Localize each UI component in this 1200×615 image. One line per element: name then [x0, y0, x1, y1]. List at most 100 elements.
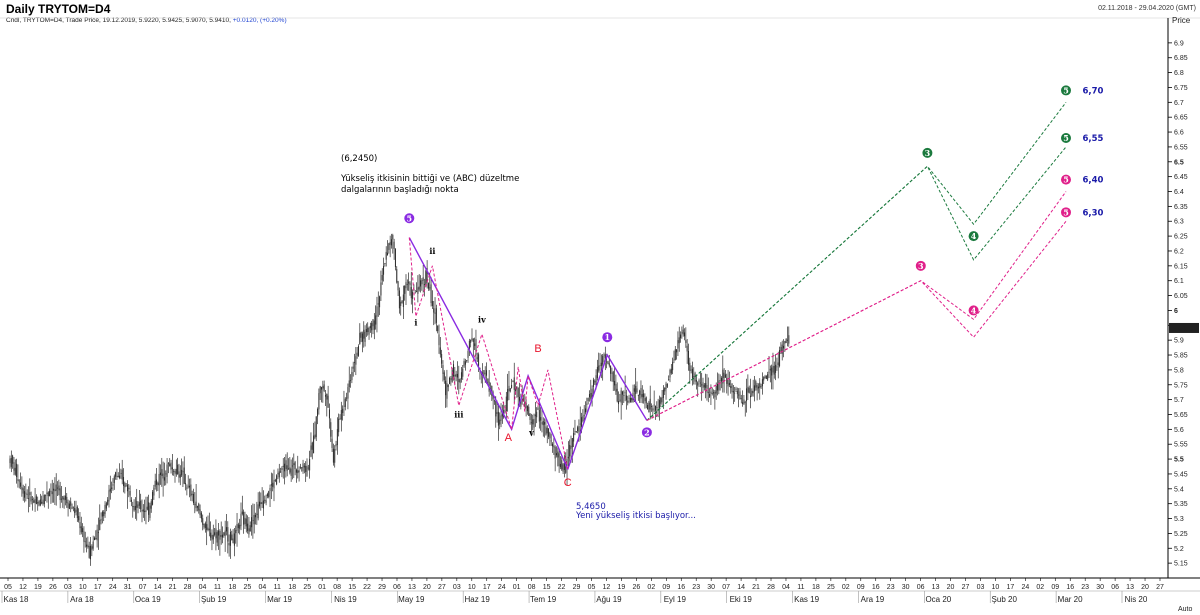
- candle-body: [434, 312, 436, 314]
- target-label: 6,70: [1083, 86, 1104, 96]
- candle-body: [148, 502, 150, 515]
- candle-body: [763, 377, 765, 381]
- candle-body: [117, 475, 119, 478]
- candle-body: [372, 319, 374, 327]
- candle-body: [310, 445, 312, 457]
- candle-body: [100, 518, 102, 521]
- candle-body: [342, 408, 344, 414]
- candle-body: [750, 395, 752, 398]
- green-wave-5b-label: 5: [1063, 133, 1069, 143]
- candle-body: [550, 440, 552, 442]
- candle-body: [220, 535, 222, 537]
- candle-body: [759, 382, 761, 388]
- candle-body: [319, 386, 321, 394]
- candle-body: [562, 464, 564, 472]
- day-tick-label: 01: [318, 584, 326, 591]
- candle-body: [380, 282, 382, 296]
- candle-body: [517, 387, 519, 398]
- candle-body: [734, 392, 736, 394]
- annotation-top-value: (6,2450): [341, 154, 377, 164]
- month-label: Haz 19: [464, 595, 490, 604]
- candle-body: [472, 339, 474, 342]
- candle-body: [525, 402, 527, 408]
- candle-body: [443, 372, 445, 380]
- candle-body: [571, 438, 573, 448]
- abc-correction-line: [408, 237, 569, 470]
- candle-body: [604, 354, 606, 358]
- price-axis-label: Price: [1172, 16, 1191, 25]
- candle-body: [119, 475, 121, 478]
- price-tick-label: 5.9: [1174, 338, 1184, 345]
- price-tick-label: 6.8: [1174, 70, 1184, 77]
- candle-body: [587, 398, 589, 402]
- day-tick-label: 01: [513, 584, 521, 591]
- candle-body: [616, 388, 618, 402]
- price-tick-label: 5.4: [1174, 486, 1184, 493]
- candle-body: [369, 325, 371, 329]
- candle-body: [578, 426, 580, 433]
- autoscale-label[interactable]: Auto: [1178, 606, 1193, 613]
- candle-body: [154, 480, 156, 487]
- candle-body: [137, 504, 139, 509]
- candle-body: [731, 383, 733, 393]
- candle-body: [183, 467, 185, 484]
- candle-body: [620, 390, 622, 403]
- candle-body: [45, 494, 47, 496]
- candle-body: [126, 484, 128, 492]
- candle-body: [354, 362, 356, 364]
- candle-body: [468, 340, 470, 350]
- green-wave-3-label-circle: [922, 147, 933, 158]
- day-tick-label: 06: [393, 584, 401, 591]
- candle-body: [9, 458, 11, 464]
- price-tick-label: 6.7: [1174, 100, 1184, 107]
- candle-body: [187, 485, 189, 487]
- candle-body: [528, 406, 530, 416]
- candle-body: [637, 394, 639, 396]
- price-tick-label: 6.15: [1174, 263, 1188, 270]
- candle-body: [72, 506, 74, 508]
- candle-body: [78, 516, 80, 521]
- candle-body: [747, 386, 749, 393]
- candle-body: [695, 380, 697, 382]
- day-tick-label: 19: [618, 584, 626, 591]
- candle-body: [162, 473, 164, 479]
- candle-body: [99, 519, 101, 531]
- price-tick-label: 6.05: [1174, 293, 1188, 300]
- day-tick-label: 20: [1141, 584, 1149, 591]
- candle-body: [402, 294, 404, 307]
- candle-body: [218, 530, 220, 536]
- price-tick-label: 5.85: [1174, 353, 1188, 360]
- candle-body: [323, 384, 325, 391]
- candle-body: [470, 339, 472, 343]
- candle-body: [608, 363, 610, 366]
- candle-body: [298, 470, 300, 473]
- candle-body: [462, 368, 464, 377]
- candle-body: [493, 400, 495, 402]
- candle-body: [607, 361, 609, 364]
- day-tick-label: 11: [274, 584, 281, 591]
- candle-body: [30, 496, 32, 502]
- candle-body: [318, 393, 320, 410]
- candle-body: [761, 379, 763, 387]
- candle-body: [336, 429, 338, 446]
- candle-body: [142, 509, 144, 512]
- candle-body: [330, 422, 332, 437]
- candle-body: [459, 379, 461, 383]
- candle-body: [442, 365, 444, 374]
- month-label: May 19: [398, 595, 425, 604]
- candle-body: [46, 492, 48, 495]
- month-label: Mar 20: [1058, 595, 1083, 604]
- candle-body: [406, 283, 408, 285]
- candle-body: [97, 532, 99, 534]
- candle-body: [422, 277, 424, 281]
- candle-body: [538, 409, 540, 422]
- candle-body: [288, 468, 290, 470]
- candle-body: [487, 378, 489, 383]
- candle-body: [232, 538, 234, 544]
- day-tick-label: 21: [169, 584, 177, 591]
- candle-body: [544, 422, 546, 425]
- day-tick-label: 10: [468, 584, 476, 591]
- candle-body: [247, 523, 249, 531]
- price-tick-label: 6.1: [1174, 278, 1184, 285]
